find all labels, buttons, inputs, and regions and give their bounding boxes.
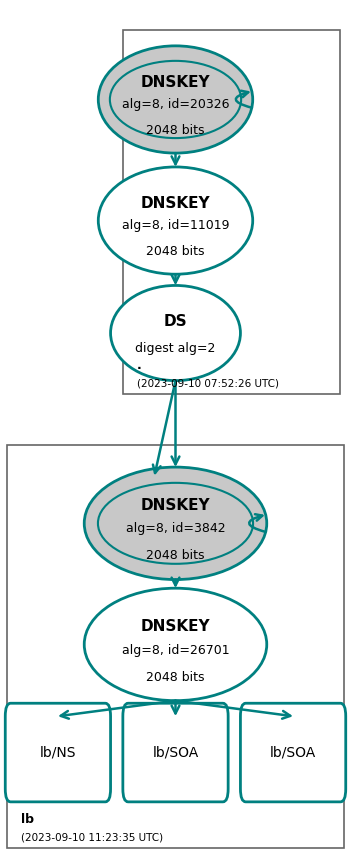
Ellipse shape [98,483,253,564]
Text: lb/SOA: lb/SOA [270,746,316,759]
Text: alg=8, id=26701: alg=8, id=26701 [122,644,229,657]
Text: DNSKEY: DNSKEY [141,195,210,211]
Ellipse shape [84,588,267,701]
FancyBboxPatch shape [240,703,346,802]
Text: alg=8, id=11019: alg=8, id=11019 [122,220,229,233]
Ellipse shape [98,46,253,153]
Text: 2048 bits: 2048 bits [146,124,205,137]
Text: .: . [137,359,142,372]
FancyBboxPatch shape [123,703,228,802]
Ellipse shape [98,167,253,274]
Text: (2023-09-10 07:52:26 UTC): (2023-09-10 07:52:26 UTC) [137,378,279,388]
Text: (2023-09-10 11:23:35 UTC): (2023-09-10 11:23:35 UTC) [21,832,163,843]
Text: DNSKEY: DNSKEY [141,74,210,90]
Text: DS: DS [164,314,187,329]
FancyBboxPatch shape [5,703,111,802]
Text: lb/NS: lb/NS [40,746,76,759]
Text: alg=8, id=3842: alg=8, id=3842 [126,522,225,535]
FancyBboxPatch shape [7,445,344,848]
Text: DNSKEY: DNSKEY [141,619,210,634]
Text: lb: lb [21,813,34,826]
Text: 2048 bits: 2048 bits [146,549,205,562]
Text: digest alg=2: digest alg=2 [135,342,216,355]
Ellipse shape [111,285,240,381]
Ellipse shape [84,467,267,580]
Text: 2048 bits: 2048 bits [146,670,205,683]
Text: lb/SOA: lb/SOA [152,746,199,759]
Ellipse shape [110,61,241,138]
Text: 2048 bits: 2048 bits [146,245,205,258]
FancyBboxPatch shape [123,30,340,394]
Text: alg=8, id=20326: alg=8, id=20326 [122,99,229,112]
Text: DNSKEY: DNSKEY [141,498,210,513]
